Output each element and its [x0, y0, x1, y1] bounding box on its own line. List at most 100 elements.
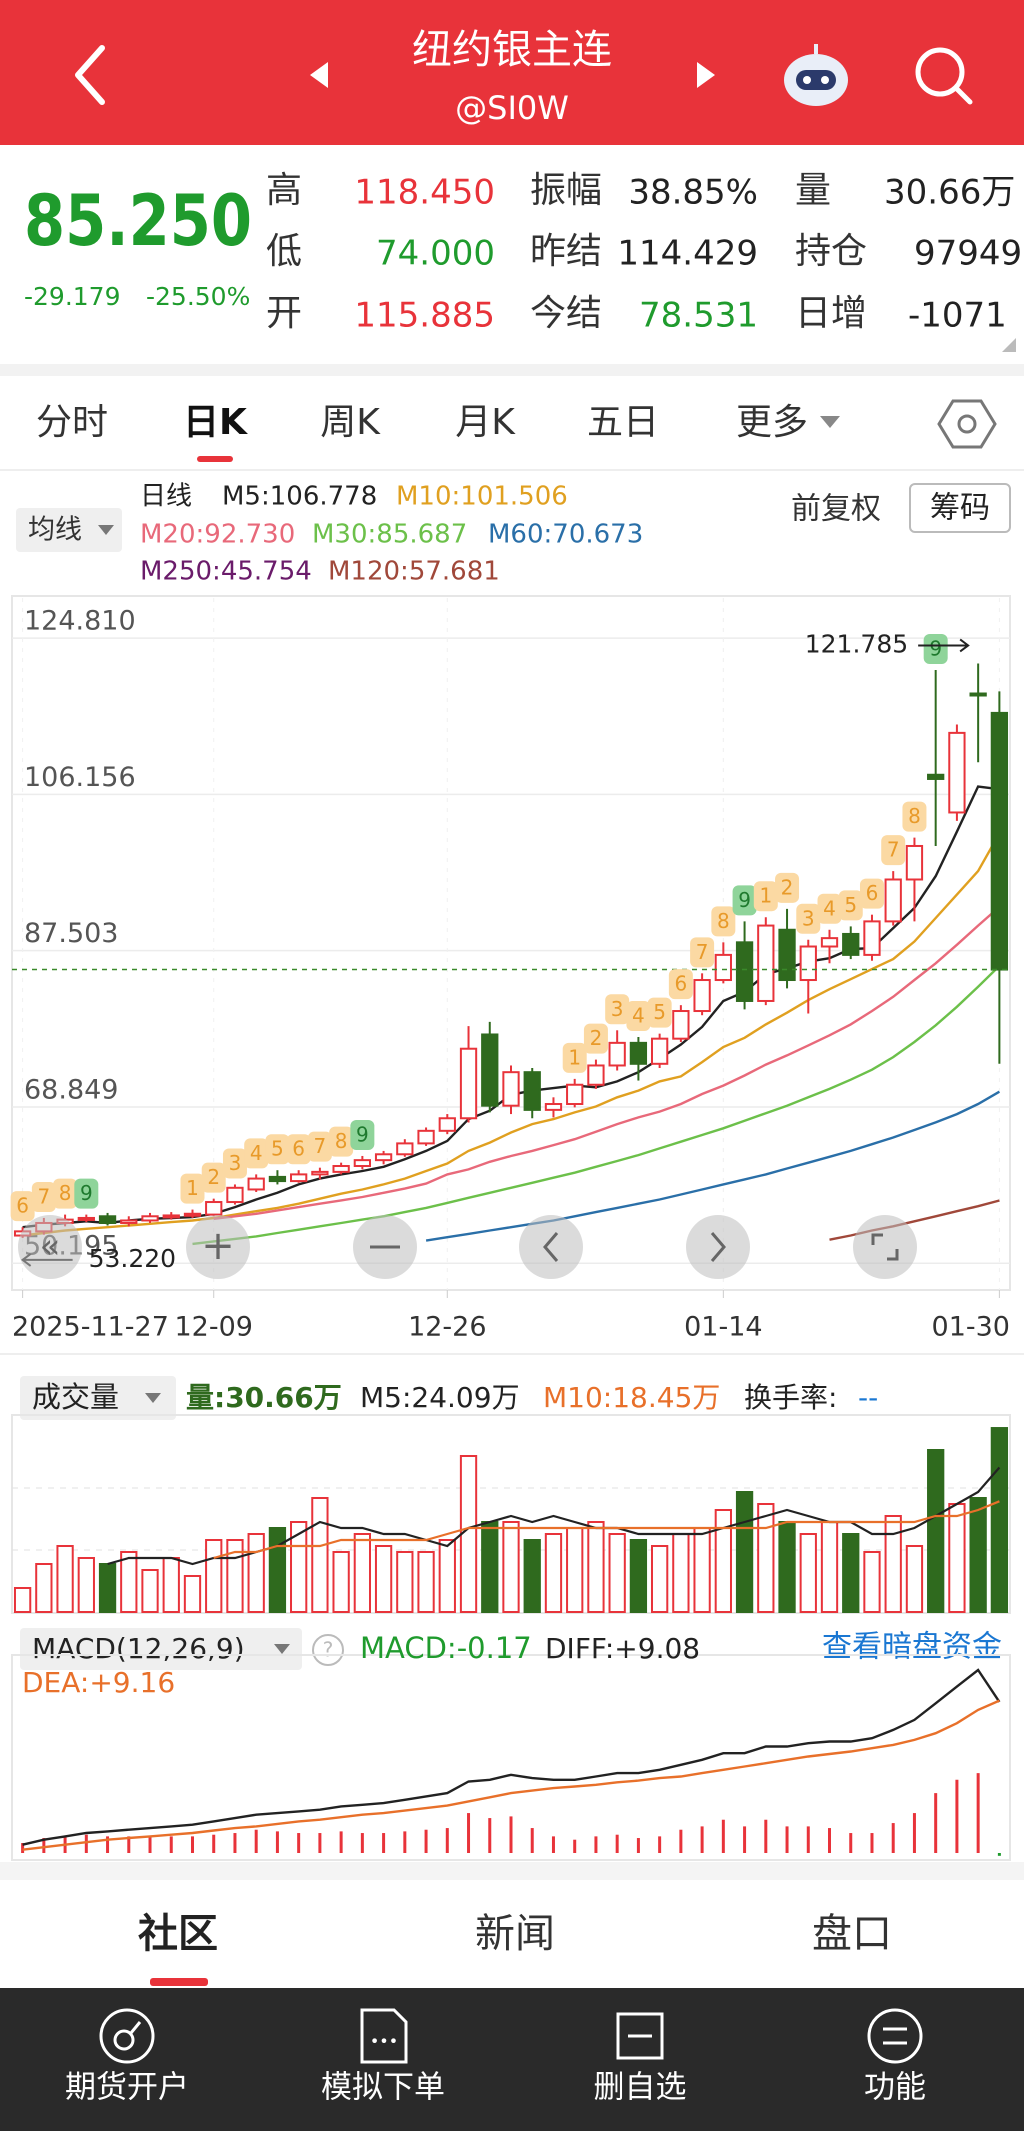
period-tab[interactable]: 更多: [736, 402, 808, 443]
toolbar-icon: [113, 2029, 135, 2051]
button-icon: [710, 1232, 726, 1262]
toolbar-item[interactable]: 期货开户: [65, 2008, 189, 2106]
period-tab[interactable]: 周K: [320, 402, 381, 443]
candle-body: [629, 1041, 648, 1065]
volume-bar: [374, 1545, 393, 1613]
robot-eye: [803, 76, 811, 84]
candle-body: [948, 731, 966, 814]
candle-body: [98, 1215, 117, 1224]
prev-contract[interactable]: [310, 62, 328, 88]
candle-body: [205, 1201, 223, 1216]
td-badge: [562, 1042, 587, 1073]
next-contract[interactable]: [697, 62, 715, 88]
legend-entry: M20:92.730: [140, 520, 295, 550]
td-badge: [53, 1178, 78, 1209]
button-icon: +: [201, 1223, 235, 1269]
stat-label: 振幅: [530, 170, 602, 211]
period-tab[interactable]: 月K: [455, 402, 516, 443]
candle-body: [672, 1010, 690, 1040]
td-count: 6: [866, 881, 879, 905]
td-count: 5: [271, 1137, 284, 1161]
td-count: 7: [887, 838, 900, 862]
x-tick-label: 01-30: [932, 1312, 1010, 1343]
bottom-tab[interactable]: 新闻: [475, 1911, 555, 1957]
assistant-button[interactable]: [784, 44, 848, 106]
price-change-pct: -25.50%: [146, 282, 250, 311]
bottom-tab-active[interactable]: 社区: [138, 1911, 218, 1957]
period-tab[interactable]: 五日: [587, 402, 659, 443]
zoom-in-button[interactable]: [186, 1215, 250, 1279]
chips-button[interactable]: [909, 483, 1011, 533]
high-marker-label: 121.785: [805, 629, 908, 658]
active-tab-indicator: [150, 1978, 208, 1986]
back-button[interactable]: [75, 45, 105, 105]
volume-bar: [268, 1527, 287, 1613]
x-tick-label: 12-09: [174, 1312, 252, 1343]
td-count: 9: [929, 637, 942, 661]
fullscreen-button[interactable]: [853, 1215, 917, 1279]
volume-selector[interactable]: [20, 1376, 176, 1420]
period-tab-active[interactable]: 日K: [183, 402, 248, 443]
candle-body: [757, 924, 775, 1002]
td-count: 7: [314, 1134, 327, 1158]
stat-label: 昨结: [530, 231, 602, 272]
adjust-mode[interactable]: 前复权: [791, 492, 881, 527]
turnover-value: --: [858, 1381, 878, 1414]
ma-line: [192, 965, 1001, 1246]
td-badge: [626, 1000, 651, 1031]
toolbar-item[interactable]: 删自选: [594, 2012, 687, 2106]
td-count: 8: [335, 1129, 348, 1153]
td-badge: [180, 1173, 205, 1204]
volume-bar: [226, 1539, 244, 1613]
candle-body: [544, 1103, 563, 1111]
ma-line: [425, 1090, 1001, 1242]
last-price: 85.250: [24, 180, 252, 262]
candle-body: [141, 1215, 159, 1222]
macd-line: [22, 1699, 1000, 1851]
ma-selector[interactable]: [16, 508, 122, 552]
candle-body: [714, 953, 732, 982]
scroll-left-button[interactable]: [519, 1215, 583, 1279]
dark-pool-link[interactable]: 查看暗盘资金: [822, 1630, 1002, 1665]
volume-bar: [969, 1497, 987, 1613]
zoom-out-all-button[interactable]: [18, 1215, 82, 1279]
search-button[interactable]: [915, 47, 973, 105]
td-badge: [753, 881, 778, 912]
volume-bar: [608, 1533, 626, 1613]
volume-bar: [650, 1545, 669, 1613]
volume-bar: [77, 1557, 95, 1613]
volume-bar: [927, 1449, 945, 1613]
candle-body: [120, 1219, 138, 1224]
settings-button[interactable]: [937, 399, 997, 449]
td-badge: [222, 1148, 247, 1179]
candle-body: [778, 928, 796, 982]
search-icon: [953, 85, 973, 105]
nav-title: 纽约银主连: [412, 27, 612, 73]
td-badge: [244, 1138, 269, 1169]
td-count: 6: [16, 1194, 29, 1218]
volume-bar: [842, 1533, 860, 1613]
candle-body: [693, 979, 711, 1013]
volume-bar: [162, 1557, 180, 1613]
scroll-right-button[interactable]: [686, 1215, 750, 1279]
dropdown-arrow: [145, 1393, 161, 1403]
volume-bar: [141, 1569, 159, 1613]
help-icon[interactable]: [312, 1634, 344, 1666]
td-count: 4: [823, 896, 836, 920]
bottom-tab[interactable]: 盘口: [812, 1911, 892, 1957]
td-badge: [286, 1134, 311, 1165]
period-tab[interactable]: 分时: [36, 402, 108, 443]
legend-entry: M10:101.506: [396, 482, 568, 512]
dropdown-arrow: [820, 416, 840, 428]
indicator-selector[interactable]: [20, 1628, 302, 1670]
toolbar-item[interactable]: 功能: [864, 2008, 926, 2106]
expand-corner[interactable]: [1002, 338, 1016, 352]
toolbar-item[interactable]: ••• 模拟下单: [321, 2008, 445, 2106]
robot-eye: [821, 76, 829, 84]
td-badge: [817, 893, 842, 924]
legend-entry: M10:18.45万: [543, 1381, 720, 1414]
y-tick-label: 87.503: [24, 918, 118, 949]
volume-bar: [56, 1545, 74, 1613]
legend-entry: M5:24.09万: [360, 1381, 520, 1414]
legend-entry: M120:57.681: [328, 557, 500, 587]
